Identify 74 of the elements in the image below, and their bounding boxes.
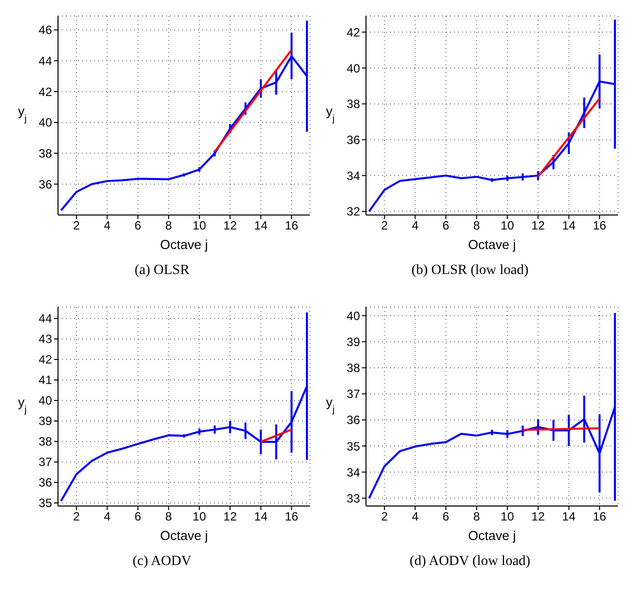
y-tick-label: 43 [38,332,52,346]
y-tick-label: 36 [346,132,360,147]
x-tick-label: 4 [104,218,111,233]
y-tick-label: 34 [346,168,360,183]
x-tick-label: 8 [165,510,172,524]
y-tick-label: 40 [38,116,52,130]
text: (c) AODV [132,554,192,571]
y-tick-label: 38 [346,97,360,112]
y-tick-label: 35 [346,439,360,454]
x-tick-label: 16 [284,218,299,233]
x-tick-label: 14 [254,218,268,233]
y-tick-label: 36 [38,177,52,192]
x-tick-label: 4 [412,218,419,233]
x-tick-label: 4 [104,510,111,524]
x-tick-label: 6 [134,510,142,524]
x-tick-label: 2 [381,510,388,524]
x-axis-title: Octave j [160,237,208,252]
y-tick-label: 39 [38,414,52,428]
text: (b) OLSR (low load) [410,263,530,280]
text: (d) AODV (low load) [408,554,532,571]
x-tick-label: 8 [473,218,480,233]
x-tick-label: 16 [592,218,607,233]
x-tick-label: 14 [562,510,576,524]
y-tick-label: 37 [38,455,52,470]
x-axis-title: Octave j [468,237,516,252]
x-tick-label: 12 [223,510,238,524]
x-tick-label: 16 [592,510,607,524]
y-tick-label: 40 [346,61,360,76]
y-tick-label: 34 [346,465,360,480]
y-tick-label: 32 [346,204,360,219]
y-axis-title: y$_{j}$ [326,394,335,415]
y-tick-label: 38 [38,434,52,449]
y-tick-label: 38 [346,361,360,376]
y-tick-label: 36 [38,476,52,490]
x-tick-label: 10 [192,218,206,233]
y-tick-label: 41 [38,373,52,388]
x-axis-title: Octave j [468,528,516,543]
x-tick-label: 2 [381,218,388,233]
x-tick-label: 14 [562,218,576,233]
y-tick-label: 42 [38,84,52,99]
x-tick-label: 12 [531,218,546,233]
x-tick-label: 8 [473,510,480,524]
y-tick-label: 39 [346,334,360,349]
x-tick-label: 6 [134,218,142,233]
y-tick-label: 44 [38,54,52,68]
y-tick-label: 42 [346,25,360,40]
y-tick-label: 46 [38,23,52,38]
x-tick-label: 10 [192,510,206,524]
y-tick-label: 35 [38,496,52,510]
x-tick-label: 8 [165,218,172,233]
x-tick-label: 2 [73,510,80,524]
y-tick-label: 33 [346,491,360,506]
x-tick-label: 14 [254,510,268,524]
x-tick-label: 10 [500,510,514,524]
y-axis-title: y$_{j}$ [18,104,27,124]
y-tick-label: 36 [346,413,360,428]
y-tick-label: 40 [38,394,52,408]
x-tick-label: 2 [73,218,80,233]
x-tick-label: 4 [412,510,419,524]
x-tick-label: 12 [223,218,238,233]
x-tick-label: 10 [500,218,514,233]
x-tick-label: 16 [284,510,299,524]
x-tick-label: 12 [531,510,546,524]
y-tick-label: 44 [38,312,52,326]
y-tick-label: 42 [38,352,52,367]
text: (a) OLSR [134,263,190,280]
x-tick-label: 6 [442,510,450,524]
x-tick-label: 6 [442,218,450,233]
y-tick-label: 37 [346,387,360,402]
y-tick-label: 40 [346,308,360,323]
x-axis-title: Octave j [160,528,208,543]
y-axis-title: y$_{j}$ [18,394,27,415]
y-axis-title: y$_{j}$ [326,104,335,124]
y-tick-label: 38 [38,146,52,161]
